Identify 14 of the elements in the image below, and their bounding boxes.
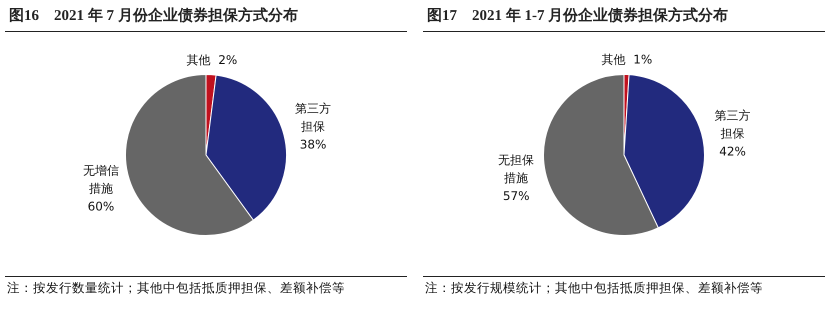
data-label: 42% xyxy=(719,144,746,158)
data-label: 57% xyxy=(502,189,530,204)
slice-label: 第三方担保 xyxy=(714,108,751,140)
slice-label: 无增信措施 xyxy=(82,163,119,196)
slice-label: 其他 1% xyxy=(602,52,652,67)
text: 注：按发行规模统计；其他中包括抵质押担保、差额补偿等 xyxy=(425,280,764,297)
data-label: 38% xyxy=(300,138,326,152)
slice-label: 其他 2% xyxy=(186,52,238,67)
chart-title: 图17 2021 年 1-7 月份企业债券担保方式分布 xyxy=(423,4,825,32)
slice-label: 无担保措施 xyxy=(498,153,534,186)
slice-label: 第三方担保 xyxy=(295,102,332,134)
text: 注：按发行数量统计；其他中包括抵质押担保、差额补偿等 xyxy=(7,280,346,297)
data-label: 60% xyxy=(88,199,114,214)
chart-title: 图16 2021 年 7 月份企业债券担保方式分布 xyxy=(5,4,407,32)
